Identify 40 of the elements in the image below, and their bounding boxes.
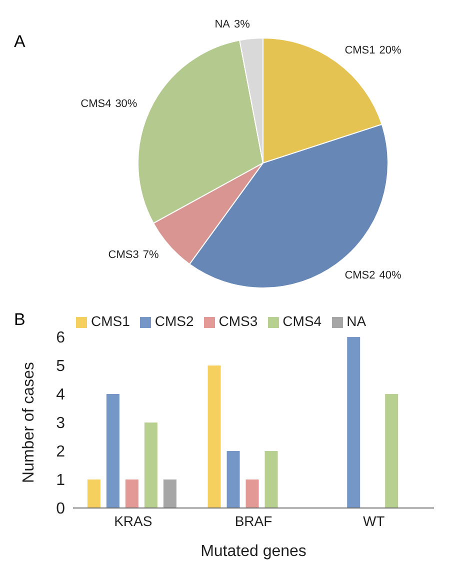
bar — [226, 451, 240, 508]
bar — [106, 394, 120, 508]
slice-label: CMS1 — [344, 44, 376, 57]
y-tick-label: 5 — [56, 358, 66, 376]
y-tick-label: 4 — [56, 386, 66, 404]
legend-label: CMS1 — [90, 313, 130, 329]
data-label: 30% — [115, 98, 138, 110]
legend-label: CMS2 — [154, 313, 194, 329]
bar — [246, 480, 259, 508]
y-tick-label: 2 — [56, 444, 66, 461]
slice-label: NA — [214, 18, 231, 31]
data-label: 3% — [234, 18, 250, 31]
bar — [163, 480, 176, 508]
x-tick-label: KRAS — [114, 512, 152, 529]
y-tick-label: 3 — [56, 415, 66, 432]
legend-label: CMS3 — [218, 313, 258, 329]
x-tick-label: BRAF — [234, 512, 272, 529]
bar — [87, 480, 100, 508]
y-axis-title: Number of cases — [20, 362, 38, 483]
legend-label: NA — [346, 313, 366, 329]
data-label: 20% — [379, 44, 402, 57]
slice-label: CMS3 — [108, 248, 139, 261]
bar — [208, 366, 221, 508]
slice-label: CMS2 — [344, 269, 376, 282]
data-label: 7% — [142, 248, 159, 261]
text: B — [14, 310, 26, 330]
bar — [347, 337, 360, 508]
bar — [125, 480, 138, 508]
y-tick-label: 6 — [56, 330, 66, 347]
bar — [385, 394, 398, 508]
text: A — [14, 32, 26, 52]
legend-label: CMS4 — [282, 313, 322, 329]
data-label: 40% — [379, 269, 402, 282]
x-axis-title: Mutated genes — [200, 543, 306, 560]
slice-label: CMS4 — [80, 98, 112, 110]
bar — [144, 422, 158, 508]
y-tick-label: 1 — [56, 472, 66, 490]
x-tick-label: WT — [362, 512, 386, 529]
bar — [264, 451, 278, 508]
y-tick-label: 0 — [56, 500, 66, 518]
